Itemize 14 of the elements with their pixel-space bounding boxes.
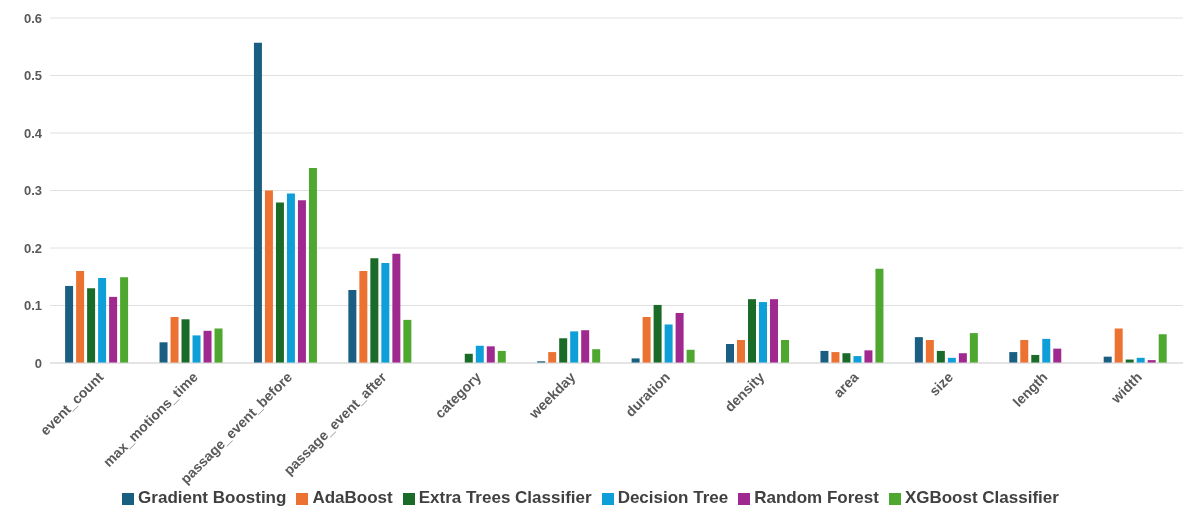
legend-label: AdaBoost xyxy=(312,488,393,507)
legend-label: Decision Tree xyxy=(617,488,729,507)
y-tick-label: 0.5 xyxy=(23,68,42,84)
y-tick-label: 0.4 xyxy=(23,125,43,141)
y-tick-label: 0 xyxy=(34,355,42,371)
legend-label: Gradient Boosting xyxy=(138,488,287,507)
y-tick-label: 0.1 xyxy=(23,298,42,314)
legend-label: Extra Trees Classifier xyxy=(418,488,592,507)
legend-label: Random Forest xyxy=(754,488,879,507)
x-tick-label: size xyxy=(926,368,957,399)
y-tick-label: 0.2 xyxy=(23,240,42,256)
y-tick-label: 0.6 xyxy=(23,10,42,26)
legend-label: XGBoost Classifier xyxy=(904,488,1059,507)
y-tick-label: 0.3 xyxy=(23,183,42,199)
